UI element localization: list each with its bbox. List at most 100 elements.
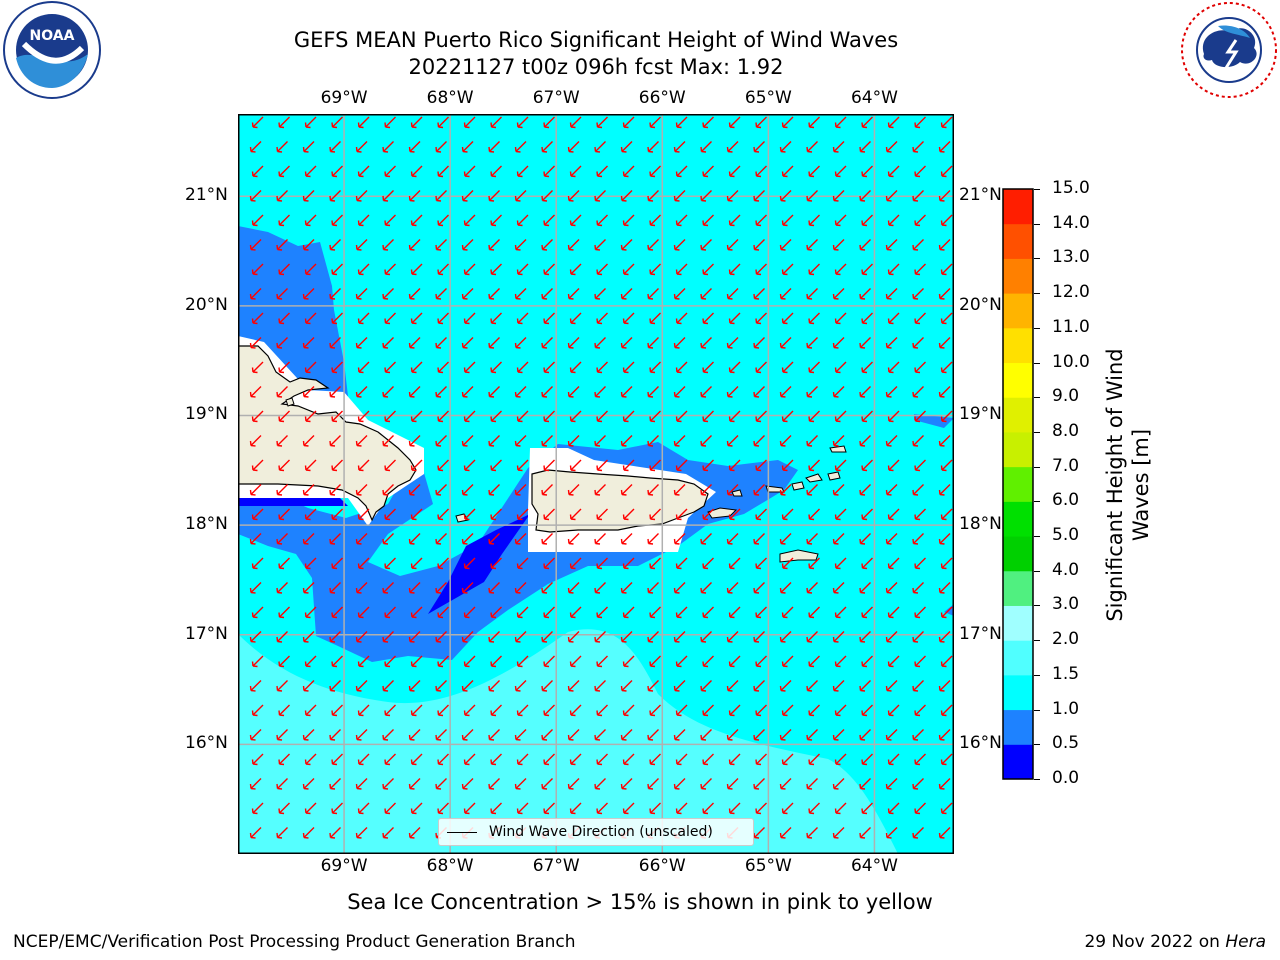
colorbar-swatch — [1003, 431, 1033, 468]
lon-tick-label: 68°W — [426, 88, 474, 108]
colorbar-swatch — [1003, 397, 1033, 433]
wind-arrow — [887, 165, 900, 178]
wind-arrow — [276, 435, 288, 447]
wind-arrow — [251, 753, 264, 766]
wind-arrow — [329, 631, 341, 643]
wind-arrow — [859, 680, 871, 692]
wind-arrow — [912, 288, 924, 300]
wind-arrow — [516, 165, 529, 178]
wind-arrow — [596, 410, 608, 423]
date-text: 29 Nov 2022 on Hera — [1084, 932, 1266, 952]
wind-arrow — [832, 141, 845, 153]
wind-arrow — [437, 214, 449, 227]
wind-arrow — [384, 410, 396, 423]
wind-arrow — [251, 655, 264, 668]
colorbar-tick — [1034, 293, 1040, 295]
wind-arrow — [463, 361, 476, 374]
colorbar-tick — [1034, 536, 1040, 538]
date-host: Hera — [1225, 932, 1266, 952]
wind-arrow — [488, 288, 500, 300]
lon-tick-label: 66°W — [638, 88, 686, 108]
wind-arrow — [914, 459, 926, 472]
wind-arrow — [329, 288, 341, 300]
wind-arrow — [702, 508, 714, 521]
wind-arrow — [938, 827, 951, 839]
wind-arrow — [726, 435, 739, 447]
wind-arrow — [834, 802, 847, 815]
wind-arrow — [251, 361, 264, 374]
wind-arrow — [382, 239, 394, 251]
wind-arrow — [675, 459, 688, 472]
wind-arrow — [885, 288, 898, 300]
wind-arrow — [514, 288, 527, 300]
colorbar-swatch — [1003, 570, 1033, 606]
wind-arrow — [410, 312, 423, 325]
wind-arrow — [726, 337, 739, 349]
wind-arrow — [251, 606, 264, 619]
wind-arrow — [302, 533, 315, 545]
wind-arrow — [251, 263, 264, 276]
wind-arrow — [488, 582, 500, 594]
wind-arrow — [702, 606, 714, 619]
wind-arrow — [834, 557, 847, 570]
wind-arrow — [329, 386, 341, 398]
wind-arrow — [357, 557, 370, 570]
wind-arrow — [541, 141, 553, 153]
wind-arrow — [779, 337, 792, 349]
wind-arrow — [543, 802, 555, 815]
wind-arrow — [700, 533, 712, 545]
wind-arrow — [673, 484, 686, 496]
wind-arrow — [463, 704, 476, 717]
wind-arrow — [437, 459, 449, 472]
wind-arrow — [914, 508, 926, 521]
wind-arrow — [912, 680, 924, 692]
wind-arrow — [543, 116, 555, 129]
land-culebra — [731, 489, 743, 497]
wind-arrow — [700, 288, 712, 300]
wind-arrow — [278, 704, 290, 717]
wind-arrow — [463, 263, 476, 276]
wind-arrow — [596, 753, 608, 766]
wind-arrow — [251, 116, 264, 129]
wind-arrow — [278, 508, 290, 521]
wind-arrow — [355, 680, 368, 692]
lat-tick-label: 17°N — [185, 623, 228, 644]
wind-arrow — [620, 141, 633, 153]
wind-arrow — [702, 312, 714, 325]
wind-arrow — [594, 288, 606, 300]
wind-arrow — [938, 288, 951, 300]
wind-arrow — [861, 361, 873, 374]
wind-arrow — [276, 288, 288, 300]
wind-arrow — [569, 263, 582, 276]
wind-arrow — [596, 508, 608, 521]
colorbar-title: Significant Height of Wind Waves [m] — [1103, 348, 1153, 622]
wind-arrow — [276, 337, 288, 349]
wind-arrow — [463, 214, 476, 227]
wind-arrow — [382, 729, 394, 741]
wind-arrow — [278, 263, 290, 276]
wind-arrow — [435, 435, 447, 447]
wind-arrow — [673, 337, 686, 349]
wind-arrow — [329, 337, 341, 349]
wind-arrow — [938, 141, 951, 153]
wind-arrow — [753, 386, 765, 398]
wind-arrow — [594, 239, 606, 251]
wind-arrow — [700, 386, 712, 398]
wind-arrow — [355, 778, 368, 790]
wind-arrow — [461, 533, 474, 545]
wind-arrow — [541, 582, 553, 594]
wind-arrow — [675, 704, 688, 717]
wind-arrow — [490, 459, 502, 472]
wind-arrow — [541, 435, 553, 447]
wind-arrow — [541, 386, 553, 398]
wind-arrow — [779, 582, 792, 594]
legend-line-icon — [447, 831, 477, 833]
lat-tick-label: 19°N — [185, 404, 228, 425]
wind-arrow — [249, 484, 262, 496]
wind-arrow — [278, 214, 290, 227]
wind-arrow — [887, 704, 900, 717]
wind-arrow — [543, 312, 555, 325]
wind-arrow — [781, 214, 794, 227]
wind-arrow — [675, 753, 688, 766]
wind-arrow — [620, 484, 633, 496]
